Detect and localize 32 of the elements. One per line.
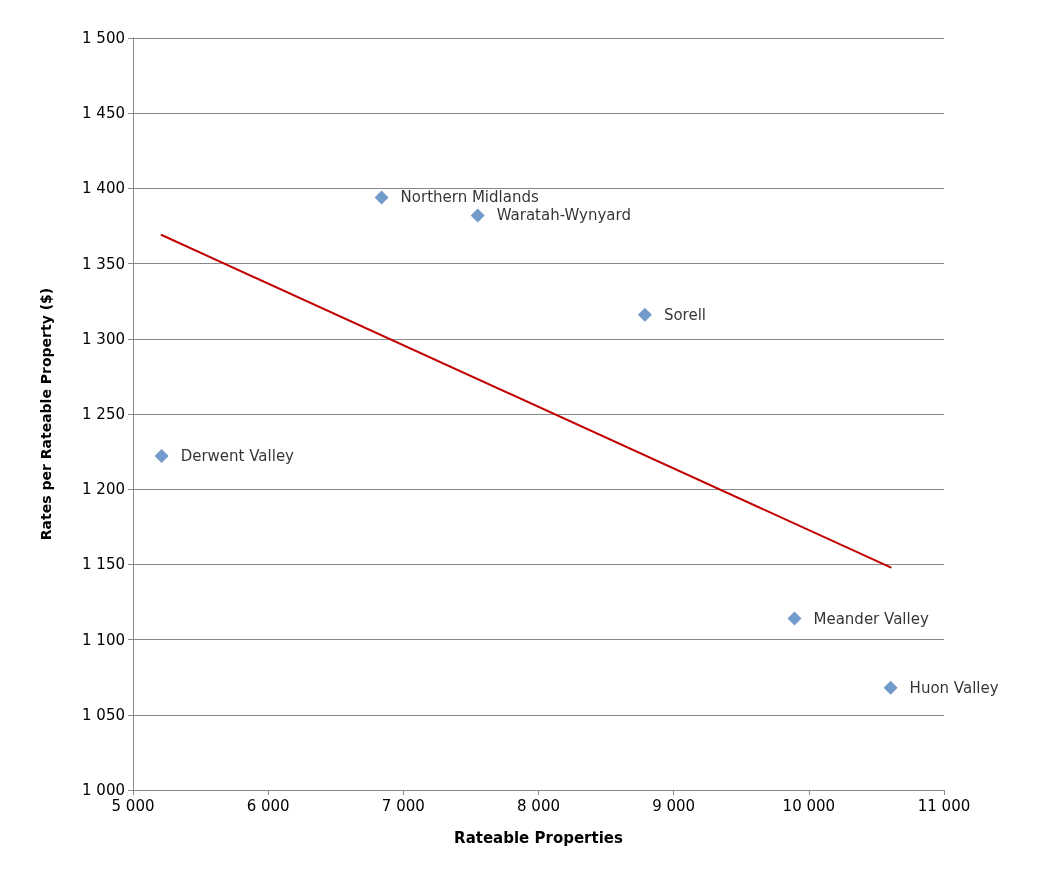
data-label: Meander Valley <box>813 609 929 628</box>
y-tick-label: 1 000 <box>82 781 125 799</box>
x-tick-label: 10 000 <box>782 796 836 815</box>
y-tick-label: 1 250 <box>82 405 125 423</box>
x-tick-label: 8 000 <box>517 796 560 815</box>
point <box>637 307 652 322</box>
x-axis-title: Rateable Properties <box>454 828 623 847</box>
y-tick-label: 1 400 <box>82 179 125 198</box>
y-tick-label: 1 050 <box>82 705 125 724</box>
point <box>374 190 389 205</box>
y-tick-label: 1 100 <box>82 630 125 649</box>
y-tick-label: 1 350 <box>82 254 125 273</box>
data-label: Derwent Valley <box>180 447 295 466</box>
y-tick-label: 1 200 <box>82 480 125 499</box>
data-label: Sorell <box>663 305 706 324</box>
x-tick-label: 11 000 <box>917 796 971 815</box>
x-tick-label: 6 000 <box>246 796 290 815</box>
y-tick-label: 1 450 <box>82 104 125 123</box>
point <box>787 611 802 626</box>
x-tick-label: 9 000 <box>652 796 696 815</box>
point <box>154 449 169 464</box>
data-label: Northern Midlands <box>400 188 539 207</box>
point <box>470 208 485 223</box>
x-tick-label: 7 000 <box>381 796 425 815</box>
point <box>883 680 898 695</box>
x-tick-label: 5 000 <box>111 796 155 815</box>
y-axis-title: Rates per Rateable Property ($) <box>38 287 54 541</box>
y-tick-label: 1 300 <box>82 329 125 348</box>
y-tick-label: 1 150 <box>82 555 125 574</box>
y-tick-label: 1 500 <box>82 29 125 47</box>
data-label: Waratah-Wynyard <box>496 206 631 225</box>
data-label: Huon Valley <box>909 678 999 697</box>
